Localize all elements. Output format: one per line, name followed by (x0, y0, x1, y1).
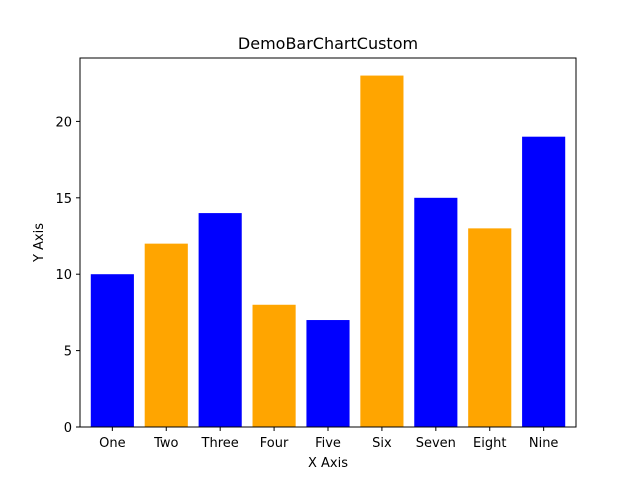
x-axis-label: X Axis (308, 456, 348, 471)
y-axis-label: Y Axis (32, 223, 47, 263)
y-tick-label: 5 (64, 345, 72, 360)
bar-three (198, 213, 242, 427)
plot-frame (79, 57, 577, 428)
bar-five (306, 320, 350, 427)
x-tick-label: Four (260, 436, 289, 451)
chart-title: DemoBarChartCustom (238, 34, 418, 53)
bar-two (144, 243, 188, 427)
x-ticks-group: One Two Three Four Five Six Seven Eight Nine (99, 427, 558, 451)
x-tick-label: Seven (416, 436, 456, 451)
x-tick-label: Two (153, 436, 178, 451)
bar-four (252, 304, 296, 427)
x-tick-label: Eight (473, 436, 506, 451)
x-tick-label: Three (201, 436, 239, 451)
bar-eight (468, 228, 512, 427)
bar-seven (414, 197, 458, 427)
bar-one (90, 274, 134, 427)
x-tick-label: One (99, 436, 125, 451)
bar-nine (522, 136, 566, 427)
y-tick-label: 20 (55, 115, 72, 130)
y-tick-label: 0 (64, 421, 72, 436)
bar-six (360, 75, 404, 428)
x-tick-label: Nine (529, 436, 559, 451)
y-ticks-group: 0 5 10 15 20 (55, 115, 80, 436)
y-tick-label: 10 (55, 268, 72, 283)
x-tick-label: Five (315, 436, 341, 451)
x-tick-label: Six (372, 436, 392, 451)
y-tick-label: 15 (55, 192, 72, 207)
bars-group (90, 75, 566, 428)
